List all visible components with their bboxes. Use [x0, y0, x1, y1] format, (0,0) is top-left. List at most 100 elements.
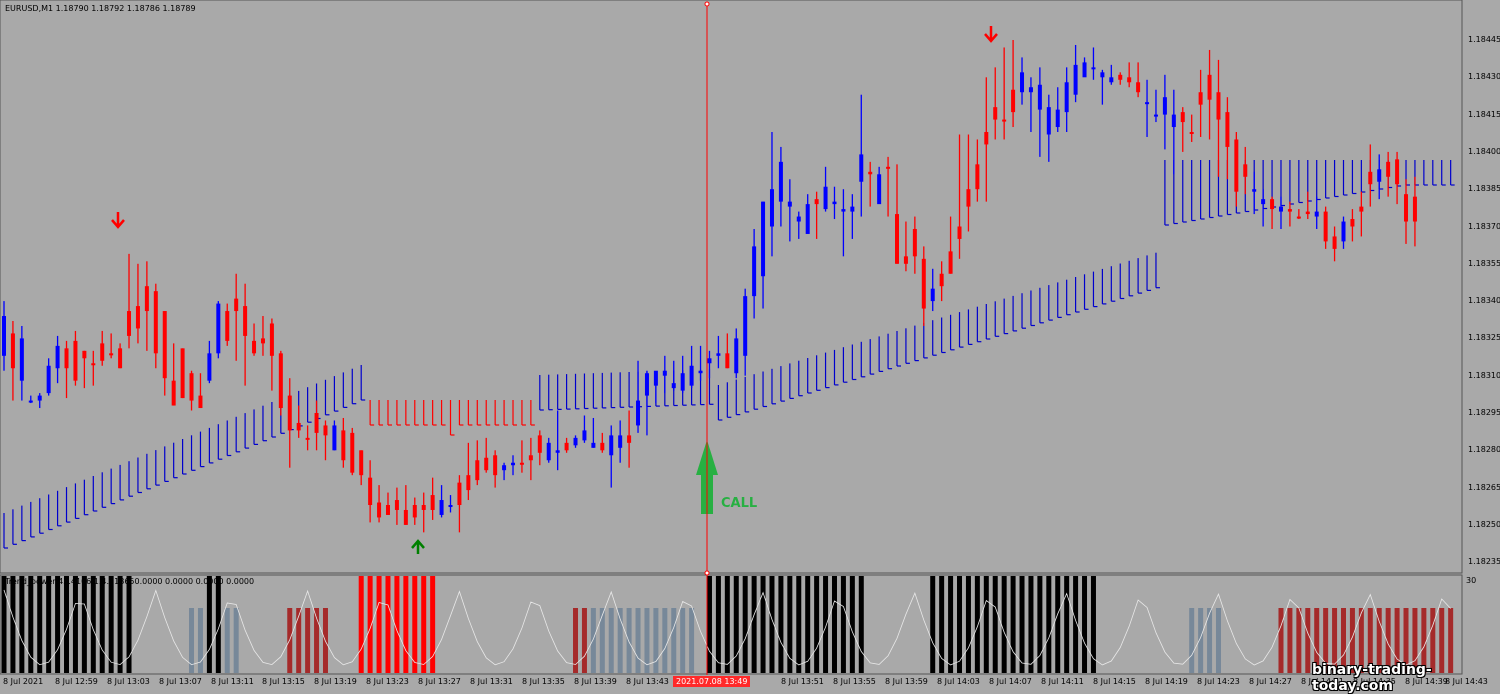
candle-body	[689, 365, 694, 386]
histogram-bar	[1314, 608, 1320, 673]
candle	[10, 320, 15, 401]
candle	[1225, 97, 1230, 180]
time-tick-label: 8 Jul 13:39	[574, 677, 617, 686]
histogram-bar	[1439, 608, 1445, 673]
candle-body	[135, 306, 140, 329]
candle	[1153, 89, 1158, 123]
histogram-bar	[957, 576, 963, 673]
histogram-bar	[1278, 608, 1284, 673]
candle	[975, 139, 980, 202]
candle	[850, 194, 855, 239]
candle	[1118, 72, 1123, 85]
price-tick-label: 1.18430	[1468, 72, 1500, 82]
candle	[1350, 209, 1355, 242]
candle-body	[475, 460, 480, 481]
candle	[796, 211, 801, 239]
candle-body	[216, 303, 221, 354]
candle-body	[368, 477, 373, 506]
candle-body	[546, 442, 551, 461]
time-tick-label: 8 Jul 14:07	[989, 677, 1032, 686]
histogram-bar	[760, 576, 766, 673]
candle	[1287, 201, 1292, 227]
price-tick-label: 1.18280	[1468, 445, 1500, 455]
time-tick-label: 8 Jul 14:35	[1353, 677, 1396, 686]
candle	[671, 360, 676, 391]
candle	[493, 450, 498, 488]
candle	[1323, 206, 1328, 249]
time-tick-label: 8 Jul 12:59	[55, 677, 98, 686]
price-tick-label: 1.18295	[1468, 408, 1500, 417]
histogram-bar	[37, 576, 43, 673]
candle-body	[153, 291, 158, 354]
histogram-bar	[1, 576, 7, 673]
candle	[1395, 151, 1400, 205]
histogram-bar	[421, 576, 427, 673]
candle	[1011, 40, 1016, 128]
candle-body	[1100, 72, 1105, 78]
candle-body	[1136, 82, 1141, 93]
candle-body	[1082, 62, 1087, 78]
histogram-bar	[1421, 608, 1427, 673]
candle	[1127, 62, 1132, 88]
candle-body	[1377, 169, 1382, 182]
candle-body	[1296, 216, 1301, 219]
price-tick-label: 1.18310	[1468, 370, 1500, 380]
candle	[1100, 69, 1105, 105]
candle	[1234, 132, 1239, 207]
price-tick-label: 1.18370	[1468, 221, 1500, 231]
candle	[689, 345, 694, 389]
candle	[707, 350, 712, 379]
histogram-bar	[1001, 576, 1007, 673]
histogram-bar	[831, 576, 837, 673]
candle	[216, 301, 221, 359]
time-tick-label: 8 Jul 13:23	[366, 677, 409, 686]
histogram-bar	[769, 576, 775, 673]
candle-body	[1002, 119, 1007, 122]
candle	[100, 330, 105, 366]
candle	[886, 156, 891, 217]
candle-body	[1073, 64, 1078, 95]
candle-body	[269, 323, 274, 356]
buy-arrow-head	[411, 539, 425, 549]
candle	[394, 487, 399, 525]
candle	[118, 343, 123, 369]
candle-body	[243, 306, 248, 336]
candle-body	[743, 296, 748, 356]
candle	[1082, 57, 1087, 78]
candle-body	[457, 482, 462, 506]
candle-body	[555, 450, 560, 453]
candle	[109, 333, 114, 359]
candle	[64, 340, 69, 399]
candle	[2, 301, 6, 371]
candle	[1055, 87, 1060, 133]
candle	[841, 189, 846, 257]
candle-body	[1207, 74, 1212, 100]
histogram-bar	[64, 576, 70, 673]
candle	[1109, 64, 1114, 85]
candle-body	[1314, 211, 1319, 217]
candle	[171, 343, 176, 406]
histogram-bar	[930, 576, 936, 673]
candle	[484, 437, 489, 473]
time-tick-label: 8 Jul 14:39	[1405, 677, 1448, 686]
crosshair[interactable]	[704, 1, 710, 675]
candle	[439, 485, 444, 518]
candle-body	[734, 338, 739, 374]
crosshair-handle	[704, 570, 710, 576]
candle	[725, 333, 730, 369]
candle-body	[716, 353, 721, 356]
candle-body	[644, 373, 649, 396]
candle	[466, 442, 471, 501]
candle	[377, 485, 382, 523]
candles[interactable]	[2, 40, 1417, 533]
histogram-bar	[635, 608, 641, 673]
histogram-bar	[715, 576, 721, 673]
candle	[1046, 94, 1051, 162]
sell-arrow-head	[984, 33, 998, 43]
histogram-bar	[626, 608, 632, 673]
candle	[1314, 196, 1319, 229]
histogram-bar	[662, 608, 668, 673]
candle	[189, 370, 194, 411]
